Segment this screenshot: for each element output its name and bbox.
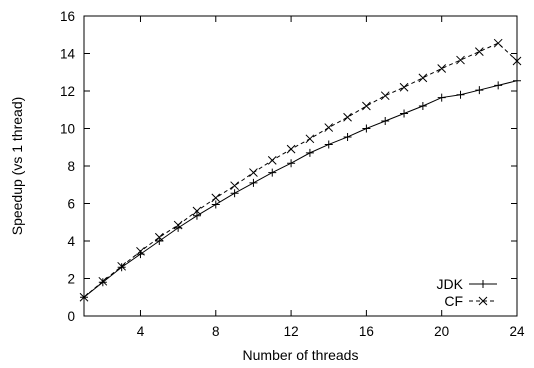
data-point-jdk — [362, 124, 371, 133]
data-point-cf — [305, 134, 315, 144]
data-point-jdk — [324, 140, 333, 149]
x-tick-label: 20 — [434, 324, 449, 339]
data-point-jdk — [268, 168, 277, 177]
data-point-cf — [136, 246, 145, 256]
series-line-jdk — [83, 80, 518, 298]
x-tick-label: 8 — [212, 324, 220, 339]
data-point-jdk — [400, 109, 409, 118]
data-point-cf — [249, 168, 258, 177]
data-point-jdk — [456, 90, 465, 99]
y-tick-label: 2 — [67, 272, 75, 287]
data-point-jdk — [192, 211, 201, 220]
data-point-jdk — [155, 237, 164, 245]
data-point-jdk — [211, 200, 220, 209]
series-jdk — [80, 76, 521, 302]
data-point-cf — [512, 56, 522, 66]
x-tick-label: 16 — [359, 324, 374, 339]
data-point-jdk — [494, 81, 503, 90]
data-point-cf — [192, 206, 202, 216]
data-point-cf — [493, 38, 503, 48]
series-layer — [79, 38, 522, 302]
data-point-cf — [79, 292, 89, 302]
data-point-jdk — [437, 93, 446, 102]
data-point-jdk — [287, 159, 296, 168]
data-point-cf — [230, 181, 239, 191]
y-tick-label: 6 — [67, 197, 75, 212]
y-tick-label: 4 — [67, 234, 75, 249]
data-point-cf — [380, 91, 390, 101]
data-point-jdk — [98, 278, 107, 287]
data-point-jdk — [117, 263, 126, 272]
data-point-jdk — [305, 148, 314, 157]
y-tick-label: 16 — [60, 9, 75, 24]
y-tick-label: 10 — [60, 122, 75, 137]
x-tick-label: 24 — [509, 324, 525, 339]
data-point-cf — [456, 55, 465, 65]
data-point-cf — [474, 47, 484, 56]
x-tick-label: 12 — [284, 324, 299, 339]
series-line-cf — [83, 42, 518, 298]
y-tick-label: 14 — [60, 47, 76, 62]
data-point-cf — [362, 101, 371, 111]
y-tick-label: 0 — [67, 309, 75, 324]
data-point-cf — [418, 73, 428, 83]
data-point-cf — [343, 112, 352, 122]
legend-label-jdk: JDK — [437, 276, 464, 292]
y-tick-label: 12 — [60, 84, 75, 99]
data-point-cf — [267, 156, 277, 165]
data-point-jdk — [343, 132, 352, 141]
legend-marker-jdk — [479, 280, 487, 288]
legend-marker-cf — [478, 296, 488, 306]
data-point-jdk — [381, 117, 390, 125]
series-cf — [79, 38, 522, 302]
data-point-cf — [286, 144, 296, 154]
data-point-cf — [154, 232, 164, 242]
data-point-jdk — [475, 86, 484, 95]
data-point-cf — [399, 82, 409, 92]
data-point-cf — [211, 193, 221, 203]
plot-frame — [83, 15, 518, 317]
data-point-jdk — [249, 178, 258, 187]
data-point-cf — [98, 276, 108, 286]
y-axis-title: Speedup (vs 1 thread) — [9, 97, 25, 236]
data-point-cf — [324, 123, 334, 132]
x-tick-label: 4 — [137, 324, 145, 339]
legend-label-cf: CF — [444, 293, 463, 309]
data-point-cf — [173, 220, 183, 230]
x-axis-title: Number of threads — [243, 347, 359, 363]
data-point-cf — [117, 261, 127, 271]
data-point-jdk — [230, 189, 239, 198]
y-tick-label: 8 — [67, 159, 75, 174]
data-point-cf — [437, 64, 447, 73]
data-point-jdk — [418, 102, 427, 110]
data-point-jdk — [513, 76, 521, 85]
